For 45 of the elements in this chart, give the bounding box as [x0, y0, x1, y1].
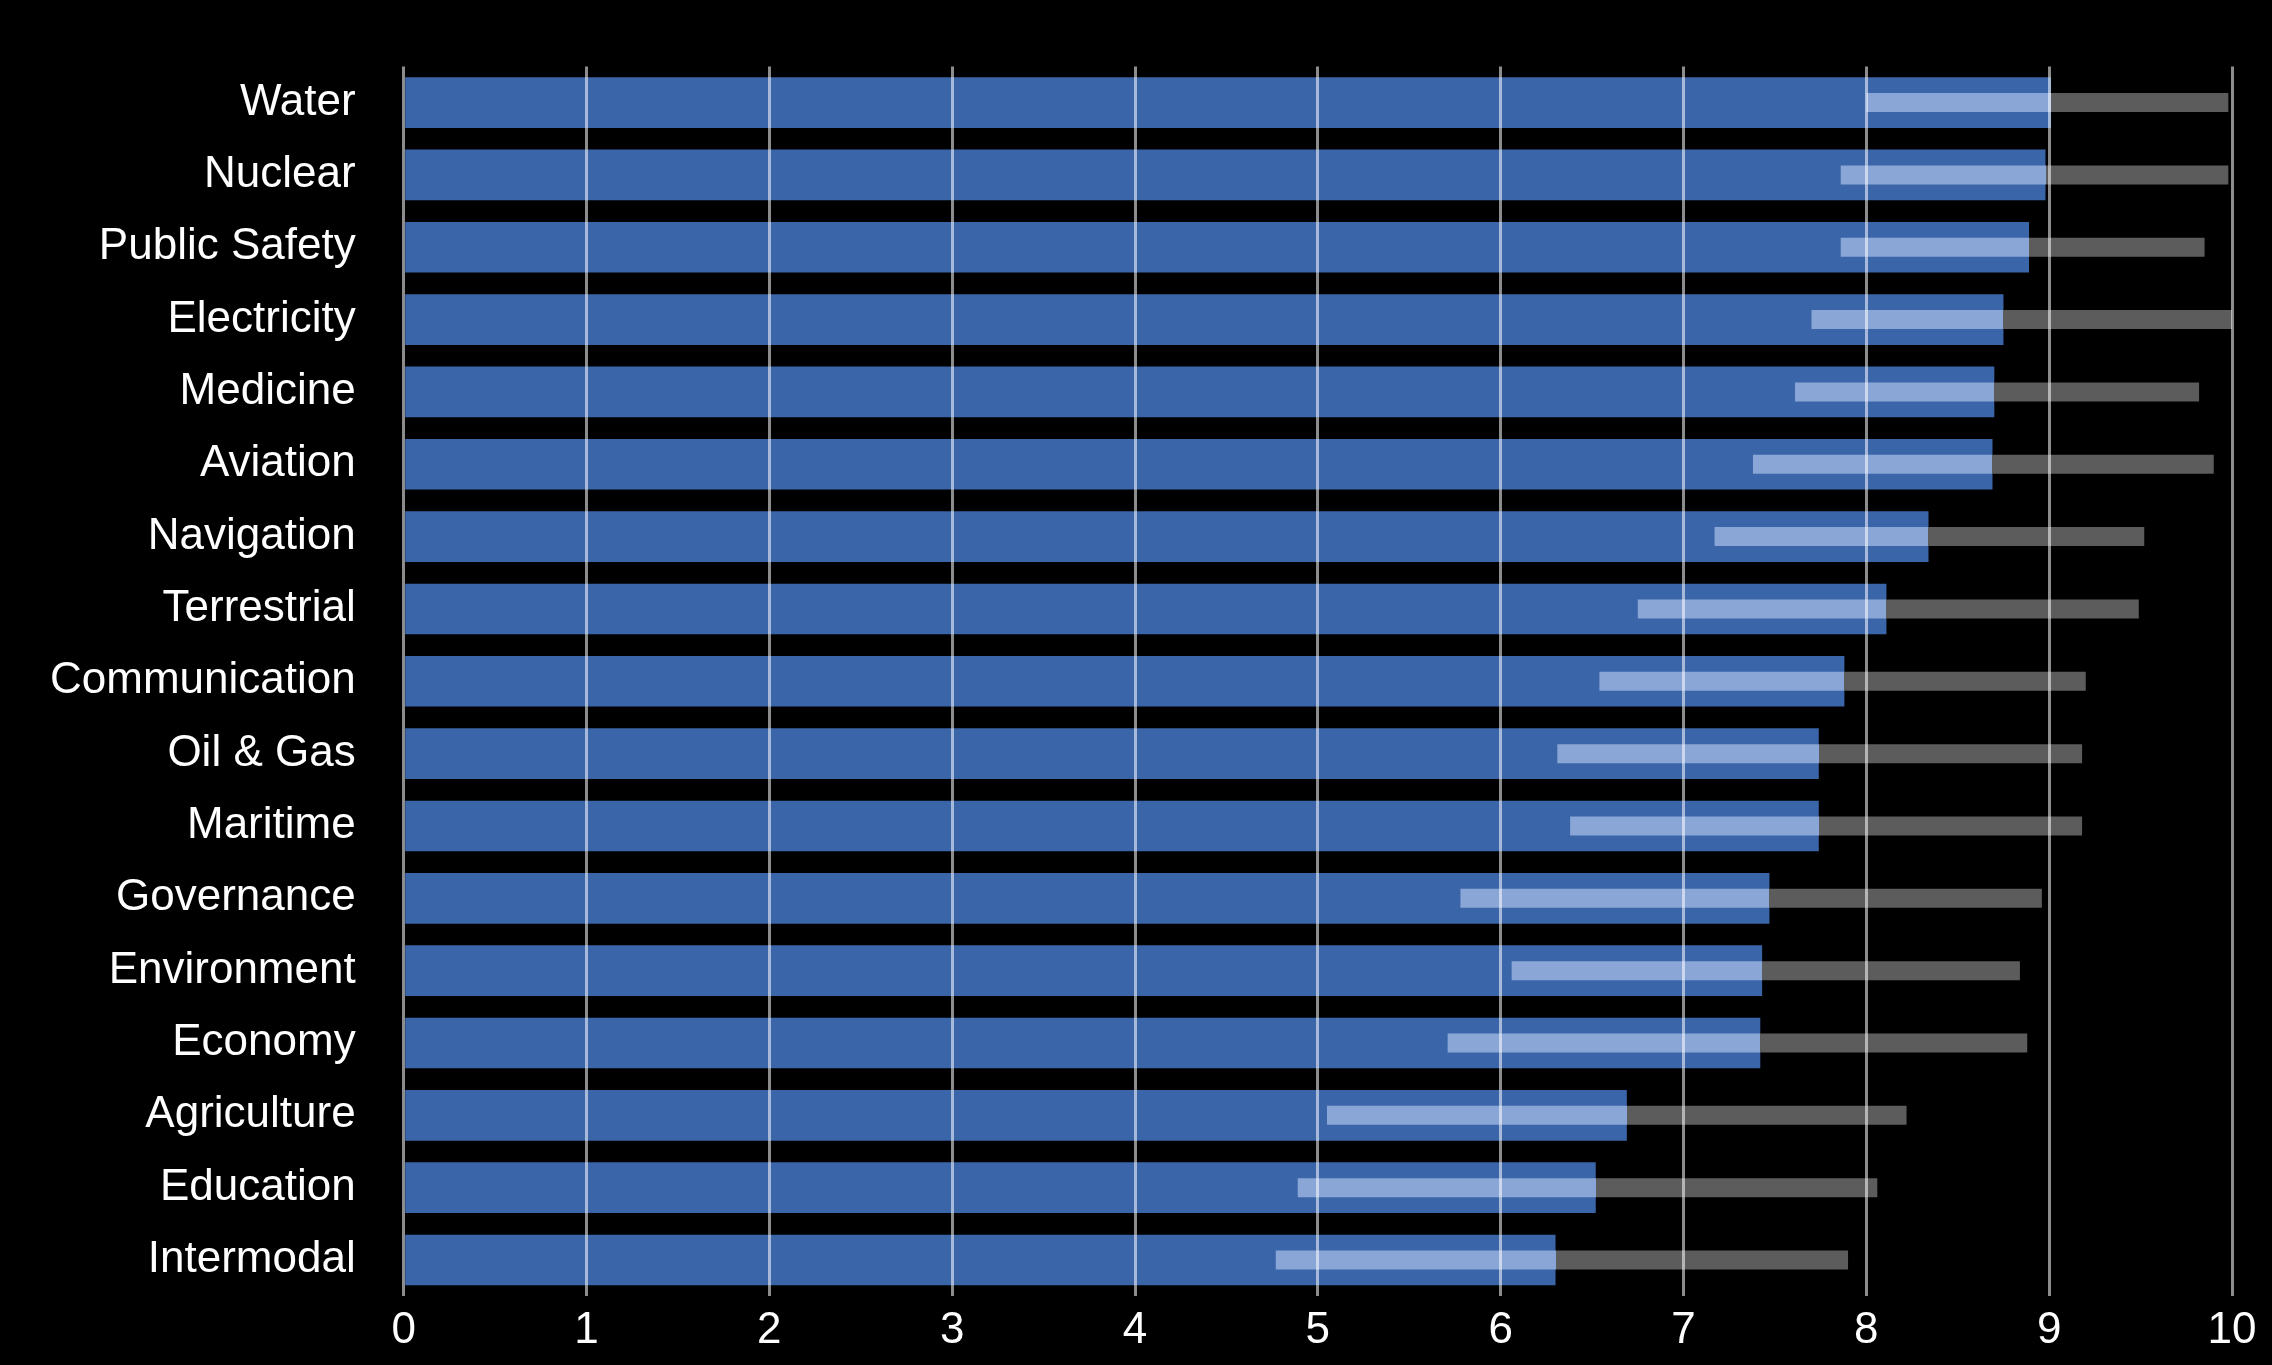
- y-tick-label: Communication: [49, 653, 356, 703]
- x-tick-label: 10: [2207, 1302, 2257, 1352]
- y-tick-label: Maritime: [186, 798, 356, 848]
- x-tick-label: 4: [1122, 1302, 1148, 1352]
- y-tick-label: Aviation: [199, 436, 356, 486]
- bar: [405, 77, 2051, 128]
- bar: [405, 511, 1929, 562]
- y-tick-label: Governance: [115, 870, 356, 920]
- y-tick-label: Public Safety: [98, 219, 356, 269]
- bar: [405, 728, 1819, 779]
- y-tick-label: Medicine: [179, 364, 356, 414]
- bar: [405, 1090, 1627, 1141]
- bar: [405, 1162, 1596, 1214]
- y-tick-label: Education: [159, 1159, 356, 1209]
- x-tick-label: 0: [391, 1302, 416, 1352]
- bar: [405, 438, 1993, 490]
- bar: [405, 583, 1887, 635]
- bar: [405, 221, 2030, 273]
- y-tick-label: Agriculture: [145, 1087, 356, 1137]
- y-tick-label: Nuclear: [204, 147, 356, 197]
- bar: [405, 800, 1819, 852]
- x-tick-label: 1: [574, 1302, 599, 1352]
- x-tick-label: 9: [2036, 1302, 2062, 1352]
- y-tick-label: Navigation: [147, 508, 356, 558]
- y-tick-label: Electricity: [167, 291, 356, 341]
- bar: [405, 149, 2046, 201]
- bar: [405, 366, 1995, 418]
- bar: [405, 945, 1763, 996]
- y-tick-label: Terrestrial: [162, 581, 356, 631]
- bar: [405, 1234, 1556, 1286]
- y-tick-label: Oil & Gas: [167, 725, 356, 775]
- x-tick-label: 8: [1854, 1302, 1879, 1352]
- y-tick-label: Water: [239, 74, 356, 124]
- y-tick-label: Economy: [172, 1015, 356, 1065]
- x-tick-label: 7: [1671, 1302, 1696, 1352]
- x-tick-label: 6: [1488, 1302, 1513, 1352]
- bar: [405, 294, 2004, 345]
- x-tick-label: 5: [1305, 1302, 1331, 1352]
- y-tick-label: Intermodal: [147, 1232, 356, 1282]
- x-tick-label: 3: [939, 1302, 965, 1352]
- bar: [405, 655, 1845, 707]
- bar: [405, 1017, 1761, 1069]
- y-tick-label: Environment: [108, 942, 356, 992]
- x-tick-label: 2: [757, 1302, 782, 1352]
- bar: [405, 873, 1770, 924]
